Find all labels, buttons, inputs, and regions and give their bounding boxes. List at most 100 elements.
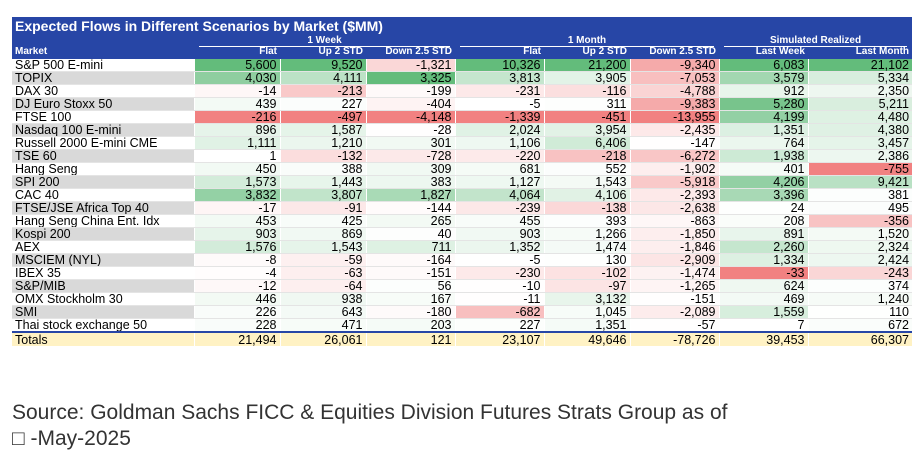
column-header: Up 2 STD bbox=[280, 47, 366, 57]
value-cell: 5,600 bbox=[193, 59, 280, 72]
market-name: S&P/MIB bbox=[12, 279, 194, 293]
value-cell: -4,148 bbox=[365, 110, 455, 124]
group-header-1-week: 1 Week bbox=[194, 35, 455, 47]
table-row: DJ Euro Stoxx 50 439 227 -404 -5 311 -9,383 5,2… bbox=[12, 97, 913, 111]
value-cell: 208 bbox=[718, 214, 808, 228]
value-cell: 450 bbox=[193, 162, 280, 176]
group-header-row: 1 Week 1 Month Simulated Realized bbox=[12, 35, 913, 47]
value-cell: 265 bbox=[365, 214, 455, 228]
table-row: Hang Seng China Ent. Idx 453 425 265 455 393-… bbox=[12, 214, 913, 228]
value-cell: 2,024 bbox=[454, 123, 544, 137]
value-cell: 5,211 bbox=[807, 97, 913, 111]
market-name: FTSE 100 bbox=[12, 110, 194, 124]
group-header-simulated-realized: Simulated Realized bbox=[719, 35, 913, 47]
value-cell: -4 bbox=[193, 266, 280, 280]
value-cell: -2,909 bbox=[629, 253, 719, 267]
totals-cell: -78,726 bbox=[629, 331, 719, 346]
value-cell: 3,832 bbox=[193, 188, 280, 202]
market-name: MSCIEM (NYL) bbox=[12, 253, 194, 267]
value-cell: -239 bbox=[454, 201, 544, 215]
value-cell: 1,106 bbox=[454, 136, 544, 150]
value-cell: 672 bbox=[807, 318, 913, 333]
value-cell: 2,350 bbox=[807, 84, 913, 98]
table-title: Expected Flows in Different Scenarios by… bbox=[12, 17, 912, 35]
market-name: AEX bbox=[12, 240, 194, 254]
market-name: CAC 40 bbox=[12, 188, 194, 202]
value-cell: 2,260 bbox=[718, 240, 808, 254]
column-header: Up 2 STD bbox=[544, 47, 630, 57]
value-cell: -17 bbox=[193, 201, 280, 215]
value-cell: 21,102 bbox=[807, 59, 913, 72]
value-cell: 309 bbox=[365, 162, 455, 176]
value-cell: 401 bbox=[718, 162, 808, 176]
totals-cell: 21,494 bbox=[193, 331, 280, 346]
market-column-header: Market bbox=[12, 47, 194, 57]
value-cell: 56 bbox=[365, 279, 455, 293]
source-date-line: □ -May-2025 bbox=[12, 427, 131, 450]
value-cell: -2,089 bbox=[629, 305, 719, 319]
market-name: Thai stock exchange 50 bbox=[12, 318, 194, 333]
value-cell: -1,474 bbox=[629, 266, 719, 280]
totals-cell: 39,453 bbox=[718, 331, 808, 346]
value-cell: 1,520 bbox=[807, 227, 913, 241]
value-cell: -1,265 bbox=[629, 279, 719, 293]
column-header: Last Month bbox=[808, 47, 913, 57]
value-cell: -2,393 bbox=[629, 188, 719, 202]
value-cell: 4,480 bbox=[807, 110, 913, 124]
value-cell: 1,334 bbox=[718, 253, 808, 267]
value-cell: 381 bbox=[807, 188, 913, 202]
value-cell: 453 bbox=[193, 214, 280, 228]
table-row: SMI 226 643 -180 -682 1,045 -2,089 1,559 110 bbox=[12, 305, 913, 319]
value-cell: 903 bbox=[193, 227, 280, 241]
value-cell: 469 bbox=[718, 292, 808, 306]
value-cell: 938 bbox=[279, 292, 366, 306]
table-row: SPI 200 1,573 1,443 383 1,127 1,543 -5,918 4,20… bbox=[12, 175, 913, 189]
market-name: S&P 500 E-mini bbox=[12, 59, 194, 72]
value-cell: 1,827 bbox=[365, 188, 455, 202]
value-cell: 130 bbox=[543, 253, 630, 267]
market-name: DAX 30 bbox=[12, 84, 194, 98]
value-cell: 10,326 bbox=[454, 59, 544, 72]
value-cell: -10 bbox=[454, 279, 544, 293]
source-line: Source: Goldman Sachs FICC & Equities Di… bbox=[12, 401, 728, 424]
value-cell: -116 bbox=[543, 84, 630, 98]
value-cell: 1,045 bbox=[543, 305, 630, 319]
value-cell: -28 bbox=[365, 123, 455, 137]
flows-table: 1 Week 1 Month Simulated Realized Market… bbox=[12, 35, 913, 346]
value-cell: -199 bbox=[365, 84, 455, 98]
value-cell: 3,132 bbox=[543, 292, 630, 306]
value-cell: 425 bbox=[279, 214, 366, 228]
group-header-1-month: 1 Month bbox=[455, 35, 719, 47]
value-cell: -728 bbox=[365, 149, 455, 163]
value-cell: -2,435 bbox=[629, 123, 719, 137]
value-cell: 903 bbox=[454, 227, 544, 241]
totals-row: Totals 21,494 26,061 121 23,107 49,646 -… bbox=[12, 331, 913, 346]
value-cell: 1,266 bbox=[543, 227, 630, 241]
totals-cell: 121 bbox=[365, 331, 455, 346]
table-row: Thai stock exchange 50 228 471 203 227 1,351-… bbox=[12, 318, 913, 333]
value-cell: 167 bbox=[365, 292, 455, 306]
value-cell: -4,788 bbox=[629, 84, 719, 98]
market-name: TSE 60 bbox=[12, 149, 194, 163]
value-cell: 1,576 bbox=[193, 240, 280, 254]
table-row: MSCIEM (NYL) -8 -59 -164 -5 130 -2,909 1,334 2,4… bbox=[12, 253, 913, 267]
value-cell: 3,807 bbox=[279, 188, 366, 202]
value-cell: 311 bbox=[543, 97, 630, 111]
totals-cell: 49,646 bbox=[543, 331, 630, 346]
value-cell: 393 bbox=[543, 214, 630, 228]
value-cell: 1,443 bbox=[279, 175, 366, 189]
value-cell: 4,030 bbox=[193, 71, 280, 85]
value-cell: 681 bbox=[454, 162, 544, 176]
value-cell: 552 bbox=[543, 162, 630, 176]
value-cell: -1,339 bbox=[454, 110, 544, 124]
value-cell: 3,579 bbox=[718, 71, 808, 85]
market-name: Russell 2000 E-mini CME bbox=[12, 136, 194, 150]
column-header: Down 2.5 STD bbox=[630, 47, 719, 57]
value-cell: 1,543 bbox=[279, 240, 366, 254]
value-cell: -57 bbox=[629, 318, 719, 333]
value-cell: 4,106 bbox=[543, 188, 630, 202]
value-cell: -151 bbox=[365, 266, 455, 280]
table-row: FTSE/JSE Africa Top 40 -17 -91 -144 -239 -138… bbox=[12, 201, 913, 215]
value-cell: -91 bbox=[279, 201, 366, 215]
value-cell: 21,200 bbox=[543, 59, 630, 72]
